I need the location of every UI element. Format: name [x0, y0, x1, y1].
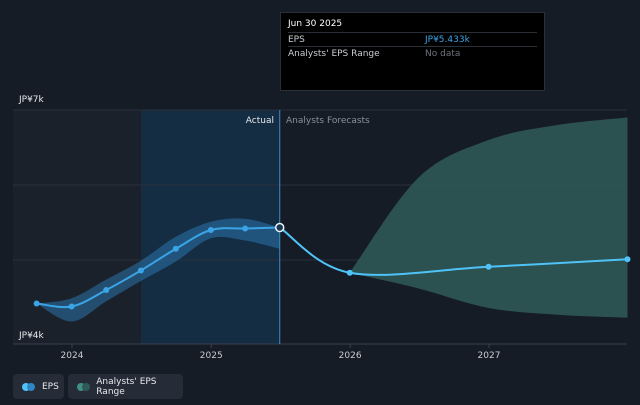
- tooltip-row-range: Analysts' EPS Range No data: [288, 46, 537, 61]
- forecast-range-area: [349, 117, 628, 318]
- x-tick-label: 2026: [339, 351, 362, 361]
- eps-point: [137, 267, 144, 274]
- chart-labels: Actual Analysts Forecasts: [246, 116, 370, 126]
- x-tick-label: 2025: [200, 351, 223, 361]
- eps-point: [346, 269, 353, 276]
- eps-legend-icon: [22, 382, 36, 391]
- eps-point: [242, 225, 249, 232]
- tooltip-date: Jun 30 2025: [288, 19, 343, 29]
- actual-label: Actual: [246, 116, 274, 126]
- legend-range-label: Analysts' EPS Range: [96, 376, 157, 397]
- tooltip-eps-value: JP¥5.433k: [425, 35, 470, 45]
- legend-eps-label: EPS: [42, 381, 59, 392]
- tooltip-eps-label: EPS: [288, 35, 305, 45]
- eps-point: [207, 227, 214, 233]
- eps-line-forecast: [279, 226, 628, 276]
- y-tick-label: JP¥4k: [18, 331, 45, 341]
- eps-point: [172, 245, 179, 252]
- tooltip-row-eps: EPS JP¥5.433k: [288, 32, 537, 47]
- eps-point: [624, 256, 631, 263]
- tooltip-range-label: Analysts' EPS Range: [288, 49, 380, 59]
- tooltip: Jun 30 2025 EPS JP¥5.433k Analysts' EPS …: [280, 12, 545, 91]
- axis-ticks: 2024 2025 2026 2027 JP¥7k JP¥4k: [18, 95, 500, 361]
- eps-point: [68, 303, 75, 310]
- x-tick-label: 2027: [478, 351, 501, 361]
- tooltip-range-value: No data: [425, 49, 461, 59]
- eps-point: [274, 222, 285, 233]
- forecast-label: Analysts Forecasts: [286, 116, 370, 126]
- eps-point: [103, 287, 110, 293]
- range-legend-icon: [77, 382, 90, 391]
- y-tick-label: JP¥7k: [18, 95, 45, 105]
- highlight-region: [141, 110, 280, 344]
- eps-point: [33, 300, 40, 307]
- eps-markers: [33, 222, 631, 310]
- eps-point: [485, 263, 492, 270]
- x-tick-label: 2024: [61, 351, 84, 361]
- legend-range[interactable]: Analysts' EPS Range: [68, 374, 183, 399]
- legend-eps[interactable]: EPS: [13, 374, 64, 399]
